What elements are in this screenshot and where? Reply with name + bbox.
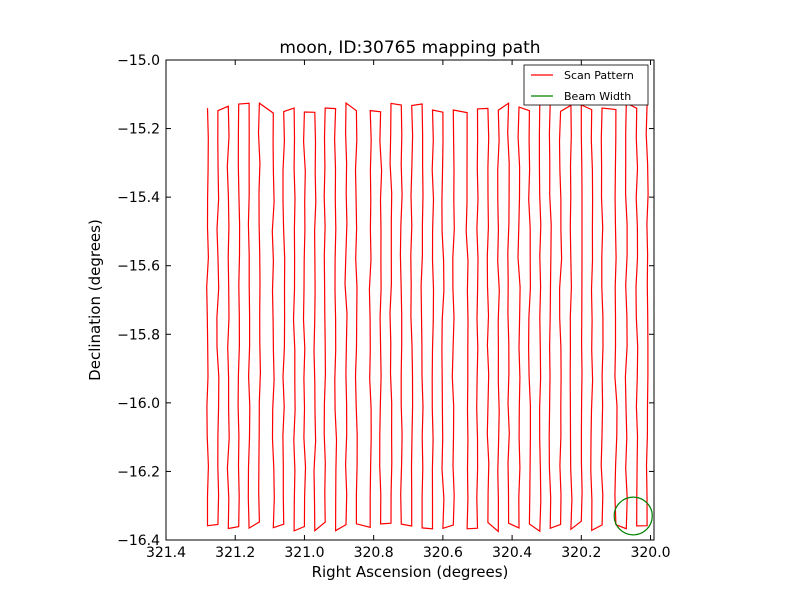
beam-width-circle	[613, 496, 653, 536]
y-tick-label: −16.4	[117, 533, 160, 549]
legend-beam-width-label: Beam Width	[564, 90, 631, 103]
y-tick-label: −15.6	[117, 259, 160, 275]
y-tick-label: −15.2	[117, 122, 160, 138]
x-tick-label: 321.0	[284, 545, 324, 561]
y-tick-label: −16.0	[117, 396, 160, 412]
x-tick-label: 321.4	[146, 545, 186, 561]
x-tick-label: 320.0	[630, 545, 670, 561]
x-axis-label: Right Ascension (degrees)	[312, 563, 509, 581]
chart-title: moon, ID:30765 mapping path	[279, 38, 540, 58]
y-tick-label: −15.8	[117, 327, 160, 343]
x-tick-label: 320.8	[354, 545, 394, 561]
y-axis-label: Declination (degrees)	[86, 219, 104, 381]
beam-width-series	[613, 496, 653, 536]
plot-area	[166, 60, 654, 540]
x-tick-label: 320.4	[492, 545, 532, 561]
scan-pattern-line	[206, 101, 649, 533]
x-tick-label: 321.2	[215, 545, 255, 561]
y-tick-label: −15.0	[117, 53, 160, 69]
y-tick-label: −15.4	[117, 190, 160, 206]
legend: Scan Pattern Beam Width	[523, 64, 649, 106]
x-axis-ticks: 321.4 321.2 321.0 320.8 320.6 320.4 320.2 320.0	[146, 60, 671, 561]
plot-frame	[165, 59, 655, 541]
scan-pattern-series	[206, 101, 649, 533]
y-tick-label: −16.2	[117, 464, 160, 480]
y-axis-ticks: −15.0 −15.2 −15.4 −15.6 −15.8 −16.0 −16.2 −16.4	[117, 53, 654, 549]
x-tick-label: 320.6	[423, 545, 463, 561]
x-tick-label: 320.2	[561, 545, 601, 561]
legend-scan-pattern-label: Scan Pattern	[564, 69, 634, 82]
legend-box	[523, 64, 649, 106]
